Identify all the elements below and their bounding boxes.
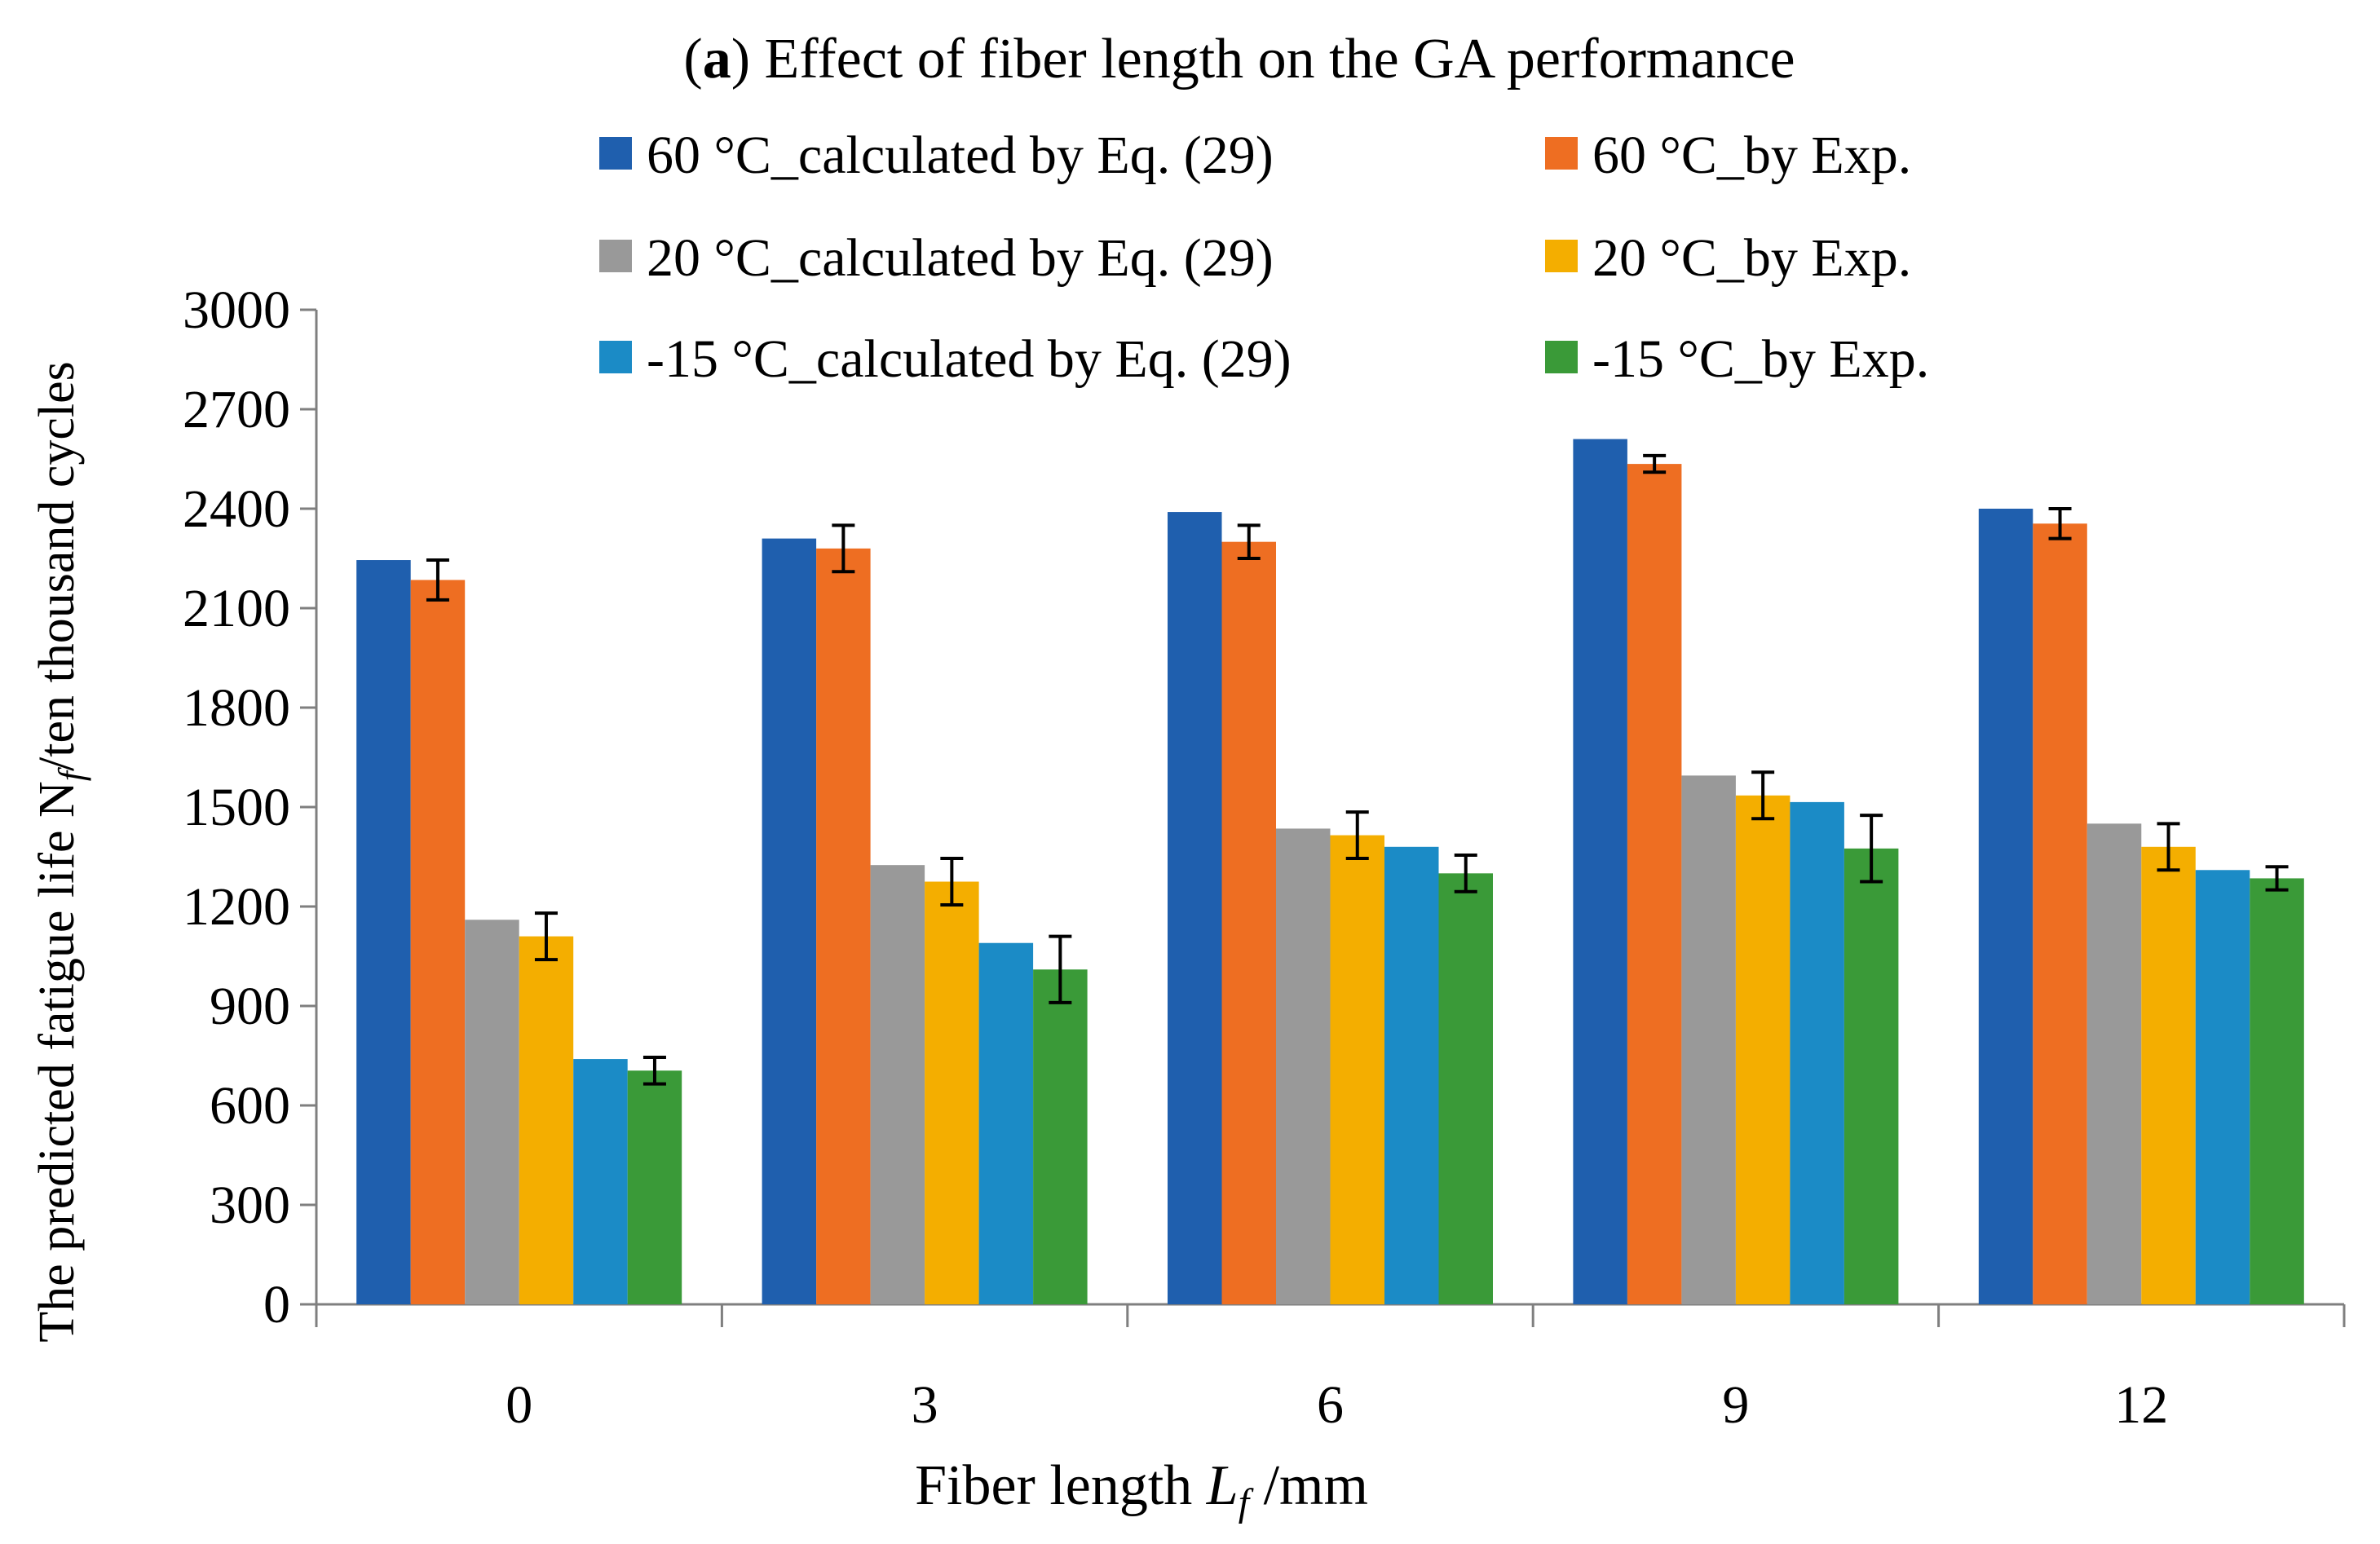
bar — [465, 920, 519, 1304]
bar — [1573, 439, 1627, 1304]
bar — [1978, 509, 2033, 1304]
bar — [1384, 846, 1439, 1304]
bar — [2086, 823, 2142, 1304]
legend-label: -15 °C_by Exp. — [1592, 329, 1929, 389]
bar — [627, 1070, 682, 1304]
x-tick-label: 12 — [2114, 1375, 2168, 1435]
legend: 60 °C_calculated by Eq. (29) 60 °C_by Exp… — [599, 126, 1929, 389]
legend-swatch — [599, 137, 632, 170]
x-tick-label: 0 — [506, 1375, 532, 1435]
legend-swatch — [599, 240, 632, 272]
legend-label: 20 °C_by Exp. — [1592, 228, 1911, 288]
bar — [2195, 870, 2250, 1304]
bar — [410, 580, 466, 1304]
y-tick-label: 2100 — [183, 579, 290, 638]
bar — [1790, 801, 1844, 1304]
bar — [356, 560, 411, 1304]
bars — [356, 439, 2304, 1304]
legend-label: -15 °C_calculated by Eq. (29) — [647, 329, 1292, 389]
legend-swatch — [599, 341, 632, 373]
legend-label: 60 °C_by Exp. — [1592, 126, 1911, 185]
chart-title: (a) Effect of fiber length on the GA per… — [683, 28, 1795, 90]
bar — [870, 865, 925, 1304]
bar — [978, 942, 1034, 1304]
legend-swatch — [1545, 137, 1578, 170]
y-tick-label: 2400 — [183, 479, 290, 539]
y-axis: 0 300 600 900 1200 1500 1800 2100 2400 2700 3000 — [183, 280, 318, 1334]
y-tick-label: 1800 — [183, 678, 290, 738]
bar — [2033, 523, 2087, 1304]
bar — [816, 548, 871, 1304]
x-axis: 0 3 6 9 12 — [315, 1303, 2346, 1435]
legend-label: 60 °C_calculated by Eq. (29) — [647, 126, 1274, 185]
x-tick-label: 3 — [912, 1375, 938, 1435]
bar — [1276, 828, 1331, 1304]
legend-swatch — [1545, 240, 1578, 272]
bar — [1735, 795, 1791, 1304]
bar — [762, 538, 817, 1304]
y-tick-label: 1500 — [183, 778, 290, 837]
legend-label: 20 °C_calculated by Eq. (29) — [647, 228, 1274, 288]
x-tick-label: 9 — [1722, 1375, 1749, 1435]
legend-swatch — [1545, 341, 1578, 373]
bar — [2250, 878, 2304, 1304]
bar — [1221, 541, 1276, 1304]
y-tick-label: 300 — [210, 1176, 290, 1235]
y-tick-label: 600 — [210, 1076, 290, 1136]
y-tick-label: 3000 — [183, 280, 290, 340]
bar — [1844, 848, 1899, 1304]
bar — [2141, 846, 2196, 1304]
bar — [1681, 775, 1736, 1304]
bar — [925, 881, 979, 1304]
y-axis-label: The predicted fatigue life Nf/ten thousa… — [29, 361, 91, 1343]
bar — [573, 1059, 628, 1304]
y-tick-label: 1200 — [183, 877, 290, 937]
bar — [1330, 835, 1384, 1304]
bar — [1438, 873, 1493, 1304]
bar — [519, 936, 574, 1304]
bar — [1033, 969, 1088, 1304]
y-tick-label: 0 — [263, 1275, 290, 1334]
bar — [1627, 464, 1682, 1304]
y-tick-label: 2700 — [183, 380, 290, 439]
y-tick-label: 900 — [210, 977, 290, 1036]
x-tick-label: 6 — [1317, 1375, 1344, 1435]
x-axis-label: Fiber length Lf /mm — [915, 1454, 1368, 1524]
bar — [1168, 512, 1222, 1304]
